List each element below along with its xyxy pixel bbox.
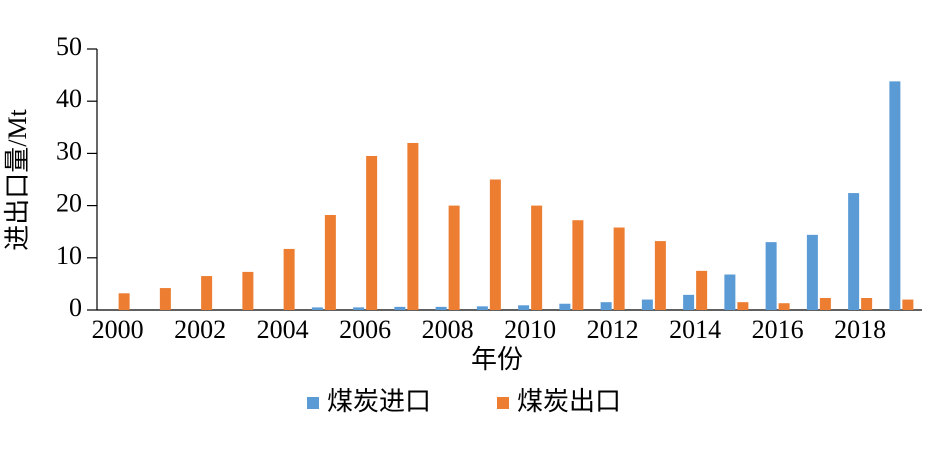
- bar: [737, 302, 749, 310]
- x-tick-label: 2004: [257, 315, 309, 344]
- bar: [641, 299, 653, 310]
- y-tick-label: 30: [56, 136, 82, 165]
- bar: [435, 306, 447, 310]
- bar: [159, 288, 171, 310]
- bar: [407, 142, 419, 310]
- bar: [118, 293, 130, 310]
- x-tick-label: 2006: [339, 315, 391, 344]
- y-tick-label: 10: [56, 241, 82, 270]
- x-tick-label: 2010: [504, 315, 556, 344]
- bar: [806, 234, 818, 310]
- bar: [353, 307, 365, 310]
- bar: [394, 306, 406, 310]
- bar: [819, 297, 831, 310]
- bar: [201, 276, 213, 310]
- bar: [724, 274, 736, 310]
- bar: [696, 270, 708, 310]
- x-tick-label: 2008: [422, 315, 474, 344]
- bar: [311, 307, 323, 310]
- bar: [476, 306, 488, 310]
- x-axis-title: 年份: [471, 345, 523, 374]
- bar: [902, 299, 914, 310]
- x-tick-label: 2012: [587, 315, 639, 344]
- y-axis-title: 进出口量/Mt: [3, 108, 32, 250]
- bar: [654, 241, 666, 310]
- bar: [324, 214, 336, 310]
- legend-swatch: [497, 397, 509, 409]
- y-tick-label: 40: [56, 84, 82, 113]
- bar: [889, 81, 901, 310]
- bar: [861, 297, 873, 310]
- x-tick-label: 2016: [752, 315, 804, 344]
- bar: [448, 205, 460, 310]
- bar: [572, 220, 584, 310]
- bar: [683, 294, 695, 310]
- bar: [613, 227, 625, 310]
- y-tick-label: 20: [56, 189, 82, 218]
- bar: [242, 271, 254, 310]
- y-tick-label: 50: [56, 32, 82, 61]
- legend-label: 煤炭进口: [327, 387, 431, 416]
- bar: [765, 242, 777, 310]
- y-tick-label: 0: [69, 293, 82, 322]
- bar: [489, 179, 501, 310]
- bar: [366, 156, 378, 310]
- bar: [283, 248, 295, 310]
- x-tick-label: 2014: [669, 315, 721, 344]
- bar: [778, 303, 790, 310]
- x-tick-label: 2000: [92, 315, 144, 344]
- x-tick-label: 2002: [174, 315, 226, 344]
- bar: [600, 302, 612, 310]
- bar: [531, 205, 543, 310]
- bar: [848, 193, 860, 310]
- legend-swatch: [307, 397, 319, 409]
- bar: [559, 303, 571, 310]
- legend-label: 煤炭出口: [517, 387, 621, 416]
- x-tick-label: 2018: [834, 315, 886, 344]
- bar: [518, 305, 530, 310]
